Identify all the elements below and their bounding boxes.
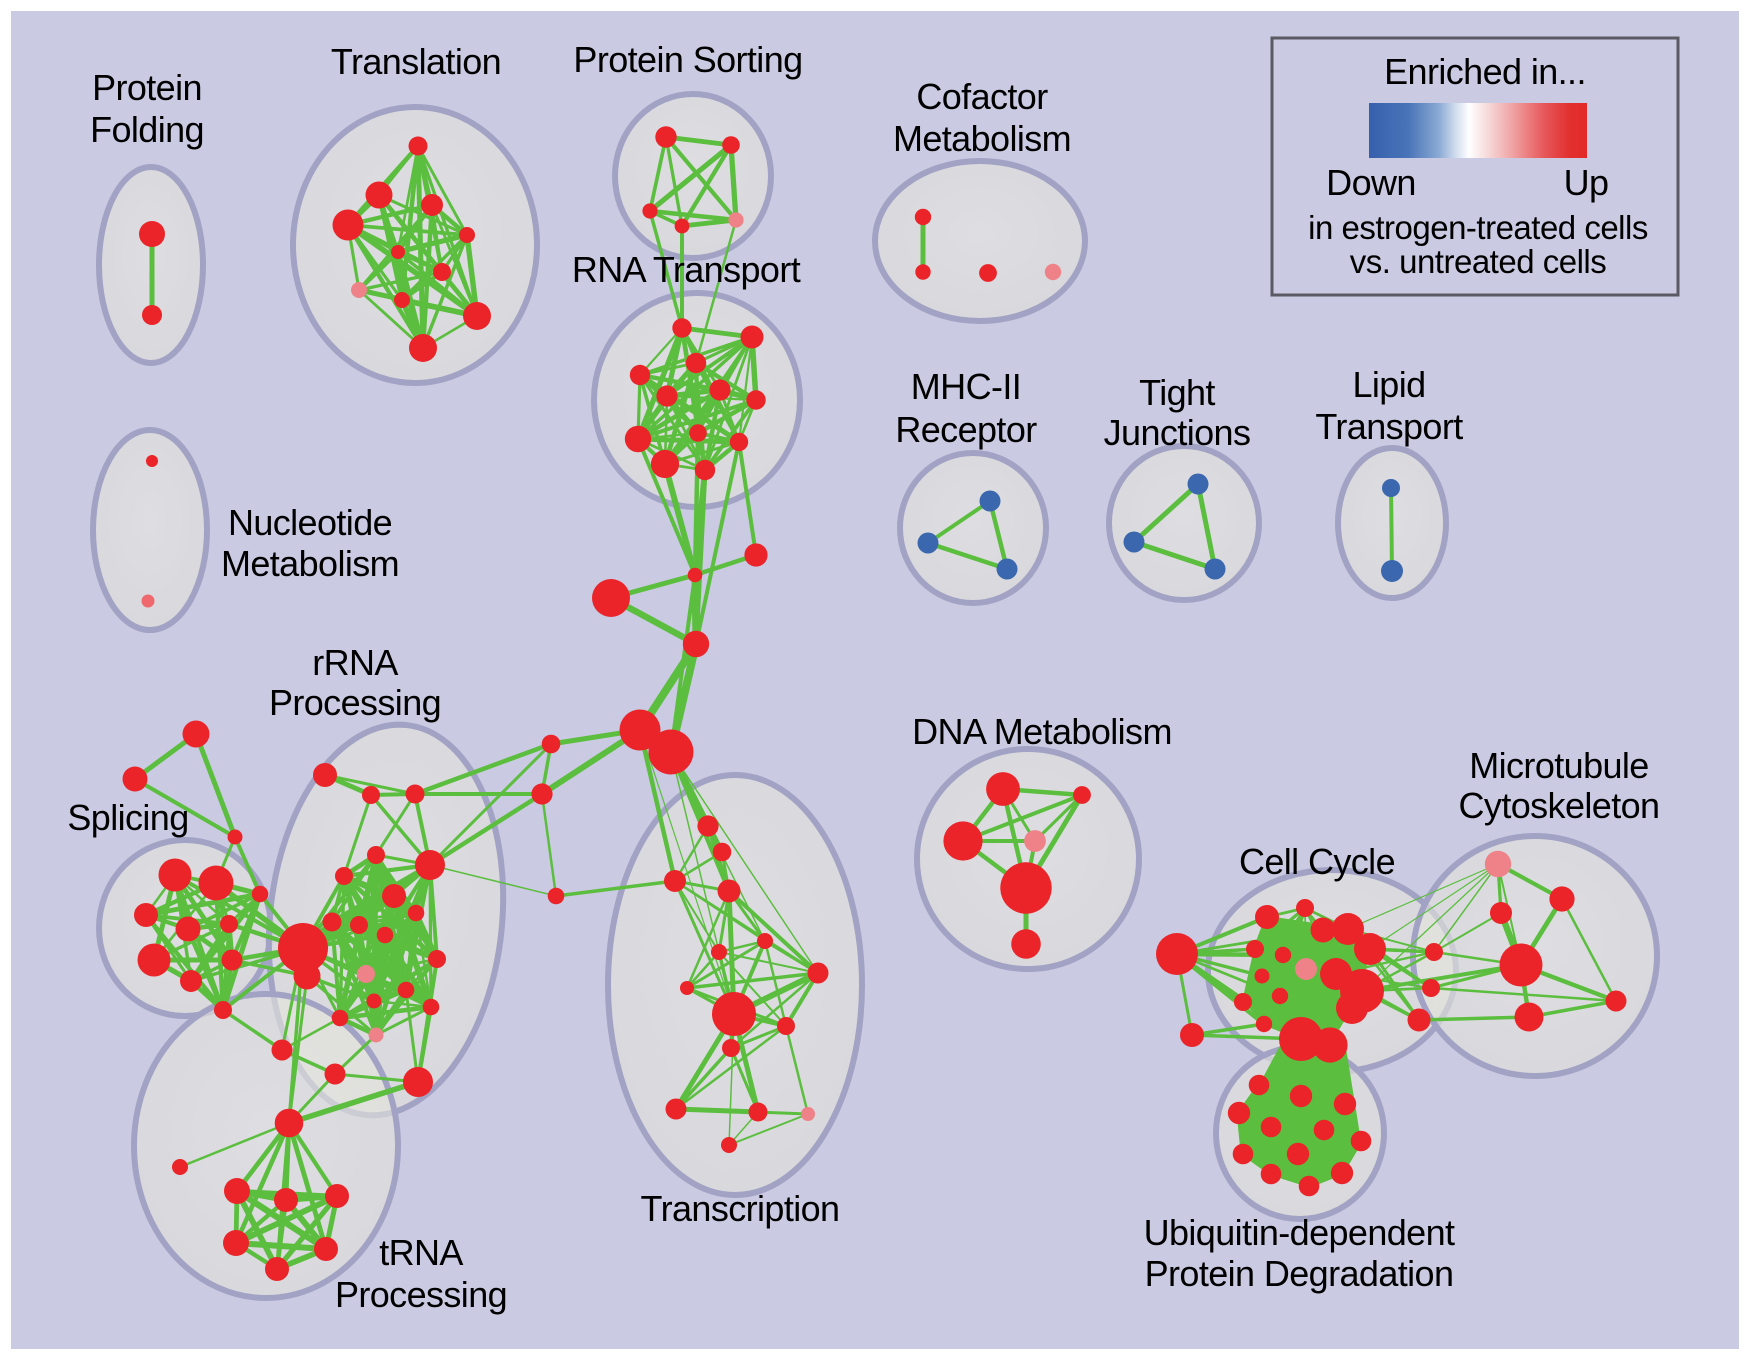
svg-text:Cytoskeleton: Cytoskeleton — [1459, 785, 1660, 826]
svg-text:Transcription: Transcription — [641, 1188, 840, 1229]
svg-text:Junctions: Junctions — [1104, 412, 1251, 453]
svg-text:tRNA: tRNA — [379, 1232, 463, 1273]
svg-text:RNA Transport: RNA Transport — [572, 249, 801, 290]
svg-text:Lipid: Lipid — [1352, 364, 1425, 405]
svg-text:Protein: Protein — [92, 67, 202, 108]
svg-text:in estrogen-treated cells: in estrogen-treated cells — [1308, 209, 1648, 246]
svg-text:Nucleotide: Nucleotide — [228, 502, 392, 543]
svg-text:Receptor: Receptor — [895, 409, 1037, 450]
svg-text:DNA Metabolism: DNA Metabolism — [912, 711, 1172, 752]
svg-text:Translation: Translation — [331, 41, 501, 82]
svg-text:Enriched in...: Enriched in... — [1384, 51, 1586, 92]
svg-text:Metabolism: Metabolism — [221, 543, 399, 584]
svg-text:rRNA: rRNA — [312, 642, 398, 683]
svg-text:MHC-II: MHC-II — [911, 366, 1021, 407]
svg-text:Processing: Processing — [335, 1274, 507, 1315]
svg-text:Protein Sorting: Protein Sorting — [573, 39, 802, 80]
svg-text:Ubiquitin-dependent: Ubiquitin-dependent — [1144, 1212, 1455, 1253]
svg-text:Processing: Processing — [269, 682, 441, 723]
svg-text:vs. untreated cells: vs. untreated cells — [1350, 243, 1606, 280]
svg-text:Down: Down — [1326, 162, 1416, 203]
svg-text:Cell Cycle: Cell Cycle — [1239, 841, 1395, 882]
svg-text:Folding: Folding — [90, 109, 204, 150]
svg-text:Tight: Tight — [1139, 372, 1215, 413]
svg-text:Metabolism: Metabolism — [893, 118, 1071, 159]
svg-text:Protein Degradation: Protein Degradation — [1145, 1253, 1454, 1294]
svg-text:Cofactor: Cofactor — [916, 76, 1048, 117]
svg-text:Up: Up — [1564, 162, 1609, 203]
svg-text:Microtubule: Microtubule — [1469, 745, 1648, 786]
svg-text:Transport: Transport — [1315, 406, 1463, 447]
svg-text:Splicing: Splicing — [67, 797, 188, 838]
